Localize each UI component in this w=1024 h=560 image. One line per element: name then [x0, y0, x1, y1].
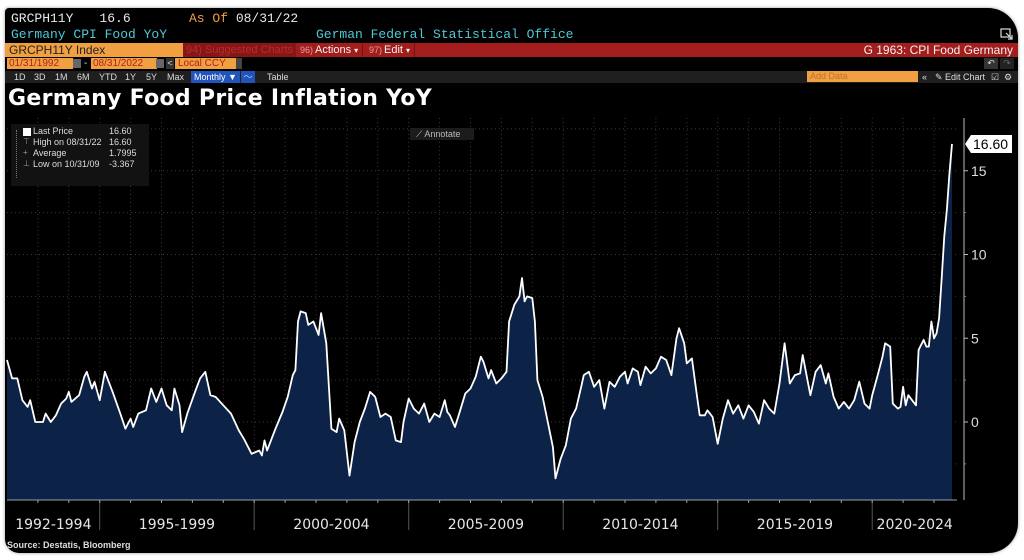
collapse-button[interactable]: «: [922, 72, 928, 82]
legend-value: -3.367: [109, 159, 135, 169]
period-5y[interactable]: 5Y: [146, 72, 158, 82]
as-of: As Of 08/31/22: [189, 11, 298, 26]
actions-number: 96): [300, 45, 314, 55]
customize-icon[interactable]: ☑: [991, 72, 1000, 82]
source-note: Source: Destatis, Bloomberg: [7, 540, 131, 550]
legend-label: Low on 10/31/09: [33, 159, 100, 169]
ticker: GRCPH11Y: [11, 11, 74, 26]
last-price-swatch[interactable]: [23, 128, 31, 136]
period-1d[interactable]: 1D: [14, 72, 26, 82]
x-tick-label: 2010-2014: [602, 517, 678, 533]
x-tick-label: 2015-2019: [757, 517, 833, 533]
command-bar: GRCPH11Y Index 94) Suggested Charts 96) A…: [5, 43, 1018, 57]
as-of-label: As Of: [189, 11, 229, 26]
chart-title: Germany Food Price Inflation YoY: [8, 86, 433, 111]
series-area: [7, 143, 953, 500]
bloomberg-chart-window: GRCPH11Y 16.6 As Of 08/31/22 Germany CPI …: [5, 8, 1018, 553]
average-icon: +: [23, 148, 28, 157]
y-tick-label: 10: [971, 247, 987, 263]
graph-title: G 1963: CPI Food Germany: [863, 43, 1013, 57]
currency-select[interactable]: Local CCY: [175, 58, 236, 69]
undo-button[interactable]: ↶: [984, 58, 998, 69]
date-range-bar: 01/31/1992 - 08/31/2022 < Local CCY ↶ ↷: [5, 58, 1018, 70]
previous-period-button[interactable]: <: [166, 58, 174, 69]
security-description: Germany CPI Food YoY: [11, 27, 168, 42]
table-button[interactable]: Table: [267, 72, 289, 82]
end-date-input[interactable]: 08/31/2022: [91, 58, 157, 69]
pop-out-icon[interactable]: [1000, 28, 1014, 41]
suggested-charts-button[interactable]: 94) Suggested Charts: [183, 43, 296, 57]
period-bar: 1D 3D 1M 6M YTD 1Y 5Y Max Monthly ▼ 〜 Ta…: [5, 71, 1018, 83]
last-value: 16.6: [99, 11, 131, 26]
security-field[interactable]: GRCPH11Y Index: [5, 43, 184, 57]
low-icon: ⊥: [23, 159, 30, 168]
annotate-button[interactable]: ⟋ Annotate: [410, 128, 474, 140]
add-data-input[interactable]: Add Data: [807, 71, 918, 82]
legend-value: 1.7995: [109, 148, 137, 158]
period-6m[interactable]: 6M: [77, 72, 90, 82]
period-1y[interactable]: 1Y: [125, 72, 137, 82]
edit-chart-button[interactable]: ✎ Edit Chart: [935, 72, 986, 82]
date-separator: -: [84, 58, 88, 69]
start-date-input[interactable]: 01/31/1992: [7, 58, 73, 69]
annotate-icon: ⟋: [416, 129, 423, 139]
chevron-down-icon: ▾: [354, 46, 359, 55]
chart-plot: 0 5 10 15 16.60 1992-1994 1995-1999 2000-2004 20…: [6, 118, 1012, 533]
calendar-icon[interactable]: [73, 59, 81, 68]
legend-value: 16.60: [109, 126, 132, 136]
period-max[interactable]: Max: [167, 72, 185, 82]
edit-menu[interactable]: 97) Edit ▾: [365, 43, 416, 57]
last-value-tag-text: 16.60: [973, 136, 1008, 152]
legend: Last Price 16.60 ⊤ High on 08/31/22 16.60 …: [11, 124, 149, 186]
gear-icon[interactable]: ⚙: [1004, 72, 1013, 82]
as-of-date: 08/31/22: [235, 11, 299, 26]
y-tick-label: 15: [971, 163, 987, 179]
x-tick-label: 1995-1999: [139, 517, 215, 533]
legend-value: 16.60: [109, 137, 132, 147]
currency-dropdown-icon[interactable]: [236, 58, 242, 69]
line-chart-icon[interactable]: 〜: [241, 71, 255, 83]
y-tick-label: 5: [971, 330, 979, 346]
period-3d[interactable]: 3D: [34, 72, 46, 82]
last-value-tag-bg: [965, 134, 1012, 153]
redo-button[interactable]: ↷: [1000, 58, 1014, 69]
calendar-icon[interactable]: [156, 59, 164, 68]
chevron-down-icon: ▾: [406, 46, 411, 55]
high-icon: ⊤: [23, 137, 30, 146]
last-value-tag: 16.60: [965, 134, 1012, 153]
description-row: Germany CPI Food YoY German Federal Stat…: [11, 27, 573, 42]
header-row: GRCPH11Y 16.6 As Of 08/31/22: [11, 11, 298, 26]
edit-label: Edit: [384, 44, 403, 56]
x-tick-label: 2020-2024: [877, 517, 953, 533]
legend-label: Last Price: [33, 126, 74, 136]
x-tick-label: 1992-1994: [15, 517, 91, 533]
frequency-select[interactable]: Monthly ▼: [191, 71, 240, 83]
series-line: [6, 143, 953, 480]
legend-label: High on 08/31/22: [33, 137, 102, 147]
edit-number: 97): [369, 45, 383, 55]
actions-menu[interactable]: 96) Actions ▾: [296, 43, 364, 57]
source-organization: German Federal Statistical Office: [316, 27, 574, 42]
period-1m[interactable]: 1M: [55, 72, 68, 82]
legend-label: Average: [33, 148, 67, 158]
annotate-label: Annotate: [424, 129, 461, 139]
y-tick-label: 0: [971, 414, 979, 430]
x-tick-label: 2000-2004: [293, 517, 369, 533]
legend-tree-line: [16, 130, 18, 178]
x-tick-label: 2005-2009: [448, 517, 524, 533]
actions-label: Actions: [315, 44, 352, 56]
period-ytd[interactable]: YTD: [99, 72, 117, 82]
